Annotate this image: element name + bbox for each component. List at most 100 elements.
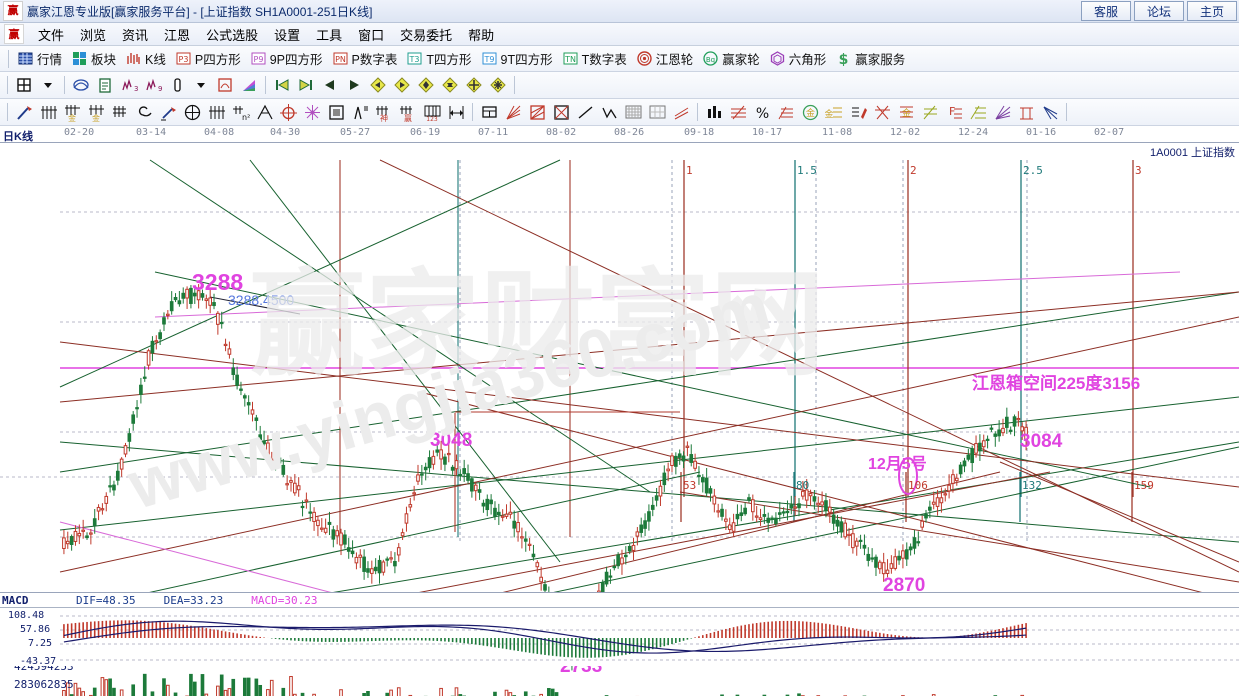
menu-item-formula-stock-pick[interactable]: 公式选股 <box>198 23 266 46</box>
time-grid-icon[interactable] <box>109 101 131 123</box>
toolbar-t-square-button[interactable]: T3 T四方形 <box>402 48 476 69</box>
gann-grid-icon[interactable] <box>37 101 59 123</box>
zoom-in-icon[interactable] <box>415 74 437 96</box>
split-line-icon[interactable] <box>919 101 941 123</box>
gold-ratio-icon[interactable]: 金 <box>823 101 845 123</box>
first-page-icon[interactable] <box>271 74 293 96</box>
crosshair-circle-icon[interactable] <box>277 101 299 123</box>
pen-draw-icon[interactable] <box>13 101 35 123</box>
zigzag-icon[interactable] <box>598 101 620 123</box>
menu-item-trade-order[interactable]: 交易委托 <box>392 23 460 46</box>
toolbar-hexagon-button[interactable]: 六角形 <box>765 48 832 69</box>
pan-icon[interactable] <box>463 74 485 96</box>
f-lines-icon[interactable]: F <box>943 101 965 123</box>
ink-bottle-icon[interactable] <box>847 101 869 123</box>
gold-grid-2-icon[interactable]: 金 <box>85 101 107 123</box>
macd-panel[interactable]: MACD DIF=48.35 DEA=33.23 MACD=30.23 108.… <box>0 592 1239 666</box>
macd-axis-label: 108.48 <box>8 610 44 621</box>
toolbar-quotes-button[interactable]: 行情 <box>13 48 67 69</box>
percent-fib-icon[interactable] <box>727 101 749 123</box>
gold-grid-1-icon[interactable]: 金 <box>61 101 83 123</box>
fit-screen-icon[interactable] <box>487 74 509 96</box>
dropdown-arrow-icon[interactable] <box>37 74 59 96</box>
scroll-right-icon[interactable] <box>343 74 365 96</box>
menu-item-file[interactable]: 文件 <box>30 23 72 46</box>
forum-button[interactable]: 论坛 <box>1134 1 1184 21</box>
toolbar-9t-square-button[interactable]: T9 9T四方形 <box>477 48 558 69</box>
menu-item-browse[interactable]: 浏览 <box>72 23 114 46</box>
magnet-pen-icon[interactable] <box>157 101 179 123</box>
zoom-left-icon[interactable] <box>367 74 389 96</box>
speed-fan-icon[interactable] <box>871 101 893 123</box>
overlay-compare-icon[interactable] <box>70 74 92 96</box>
rainbow-fan-icon[interactable] <box>238 74 260 96</box>
gann-square-icon[interactable] <box>550 101 572 123</box>
h-box-icon[interactable] <box>478 101 500 123</box>
toolbar-9p-square-button[interactable]: P9 9P四方形 <box>246 48 328 69</box>
menu-item-news[interactable]: 资讯 <box>114 23 156 46</box>
angle-lines-icon[interactable] <box>253 101 275 123</box>
calendar-period-icon[interactable] <box>13 74 35 96</box>
spiral-icon[interactable] <box>133 101 155 123</box>
fan-rays-icon[interactable] <box>502 101 524 123</box>
gold-circle-icon[interactable]: 金 <box>799 101 821 123</box>
level-3084-label: 3084 <box>1020 431 1062 453</box>
toolbar-winner-wheel-button[interactable]: Bq 赢家轮 <box>698 48 765 69</box>
retrace-icon[interactable] <box>775 101 797 123</box>
toolbar-kline-button[interactable]: K线 <box>121 48 171 69</box>
customer-service-button[interactable]: 客服 <box>1081 1 1131 21</box>
down-fan-icon[interactable] <box>1039 101 1061 123</box>
fan-grid-icon[interactable] <box>205 101 227 123</box>
scroll-left-icon[interactable] <box>319 74 341 96</box>
last-page-icon[interactable] <box>295 74 317 96</box>
menu-item-help[interactable]: 帮助 <box>460 23 502 46</box>
slope-lines-icon[interactable] <box>670 101 692 123</box>
svg-text:$: $ <box>839 52 849 66</box>
cylinder-icon[interactable] <box>166 74 188 96</box>
menu-item-window[interactable]: 窗口 <box>350 23 392 46</box>
bar-compare-icon[interactable] <box>703 101 725 123</box>
number-grid-icon[interactable]: 123 <box>421 101 443 123</box>
candlestick-icon <box>126 51 141 66</box>
toolbar-winner-service-label: 赢家服务 <box>855 49 905 68</box>
ying-char-icon[interactable]: 赢 <box>397 101 419 123</box>
temple-icon[interactable] <box>1015 101 1037 123</box>
toolbar-p-square-button[interactable]: P3 P四方形 <box>171 48 246 69</box>
wave9-icon[interactable]: 9 <box>142 74 164 96</box>
sector-blocks-icon <box>72 51 87 66</box>
gold-lines-icon[interactable]: 金 <box>895 101 917 123</box>
square-n2-icon[interactable]: n² <box>229 101 251 123</box>
toolbar-winner-service-button[interactable]: $ 赢家服务 <box>831 48 910 69</box>
pattern-scan-icon[interactable] <box>214 74 236 96</box>
menu-item-settings[interactable]: 设置 <box>266 23 308 46</box>
zoom-right-icon[interactable] <box>391 74 413 96</box>
measure-span-icon[interactable] <box>445 101 467 123</box>
p3-square-icon: P3 <box>176 51 191 66</box>
shen-char-icon[interactable]: 神 <box>373 101 395 123</box>
menu-item-tools[interactable]: 工具 <box>308 23 350 46</box>
zoom-out-icon[interactable] <box>439 74 461 96</box>
date-tick: 04-30 <box>270 127 300 138</box>
clipboard-report-icon[interactable] <box>94 74 116 96</box>
application-window: 赢 赢家江恩专业版[赢家服务平台] - [上证指数 SH1A0001-251日K… <box>0 0 1239 665</box>
trendline-icon[interactable] <box>574 101 596 123</box>
grid-light-icon[interactable] <box>646 101 668 123</box>
homepage-button[interactable]: 主页 <box>1187 1 1237 21</box>
gold-slope-icon[interactable] <box>967 101 989 123</box>
toolbar-sector-button[interactable]: 板块 <box>67 48 121 69</box>
wave3-icon[interactable]: 3 <box>118 74 140 96</box>
multi-fan-icon[interactable] <box>991 101 1013 123</box>
menu-item-gann[interactable]: 江恩 <box>156 23 198 46</box>
toolbar-gann-wheel-button[interactable]: 江恩轮 <box>632 48 699 69</box>
gann-box-icon[interactable] <box>526 101 548 123</box>
grid-dense-icon[interactable] <box>622 101 644 123</box>
toolbar-p-number-table-button[interactable]: PN P数字表 <box>328 48 403 69</box>
toolbar-sector-label: 板块 <box>91 49 116 68</box>
percent-icon[interactable]: % <box>751 101 773 123</box>
box-frame-icon[interactable] <box>325 101 347 123</box>
vertical-mark-icon[interactable] <box>349 101 371 123</box>
star-burst-icon[interactable] <box>301 101 323 123</box>
dropdown-arrow-2-icon[interactable] <box>190 74 212 96</box>
circle-cycle-icon[interactable] <box>181 101 203 123</box>
toolbar-t-number-table-button[interactable]: TN T数字表 <box>558 48 632 69</box>
